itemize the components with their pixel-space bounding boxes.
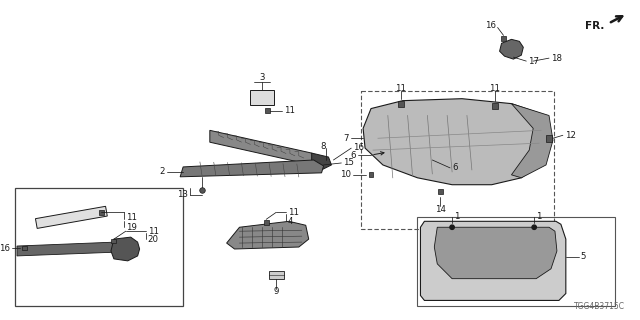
Polygon shape bbox=[435, 227, 557, 279]
Text: 16: 16 bbox=[0, 244, 10, 252]
Text: 17: 17 bbox=[528, 57, 540, 66]
Polygon shape bbox=[99, 210, 104, 215]
Text: 16: 16 bbox=[484, 21, 495, 30]
Text: 16: 16 bbox=[353, 143, 364, 152]
Polygon shape bbox=[210, 130, 319, 165]
Text: 1: 1 bbox=[454, 212, 460, 221]
Text: 19: 19 bbox=[126, 223, 136, 232]
Polygon shape bbox=[397, 101, 404, 107]
Polygon shape bbox=[180, 160, 324, 177]
Polygon shape bbox=[35, 206, 108, 228]
Polygon shape bbox=[438, 189, 443, 194]
Polygon shape bbox=[546, 135, 552, 142]
Text: 12: 12 bbox=[565, 131, 576, 140]
Polygon shape bbox=[227, 221, 308, 249]
Text: 6: 6 bbox=[351, 150, 356, 160]
Polygon shape bbox=[111, 239, 116, 243]
Text: 8: 8 bbox=[321, 142, 326, 151]
Polygon shape bbox=[363, 99, 551, 185]
Text: 15: 15 bbox=[343, 158, 355, 167]
Circle shape bbox=[450, 225, 454, 229]
Polygon shape bbox=[22, 245, 28, 251]
Text: 20: 20 bbox=[147, 235, 159, 244]
Text: 7: 7 bbox=[344, 134, 349, 143]
Text: 11: 11 bbox=[284, 106, 295, 115]
Text: 5: 5 bbox=[580, 252, 586, 261]
Polygon shape bbox=[420, 221, 566, 300]
Polygon shape bbox=[369, 172, 374, 177]
Bar bbox=[250, 90, 274, 105]
Text: 10: 10 bbox=[340, 170, 351, 179]
Polygon shape bbox=[492, 103, 497, 108]
Text: 6: 6 bbox=[452, 164, 458, 172]
Bar bbox=[361, 91, 554, 229]
Polygon shape bbox=[111, 237, 140, 261]
Text: 11: 11 bbox=[126, 213, 137, 222]
Text: 9: 9 bbox=[273, 287, 279, 296]
Bar bbox=[15, 188, 183, 306]
Text: 11: 11 bbox=[147, 227, 159, 236]
Bar bbox=[417, 217, 615, 306]
Polygon shape bbox=[500, 39, 524, 59]
Text: 13: 13 bbox=[177, 190, 188, 199]
Polygon shape bbox=[511, 104, 553, 178]
Polygon shape bbox=[312, 153, 332, 170]
Circle shape bbox=[532, 225, 536, 229]
Polygon shape bbox=[269, 271, 284, 279]
Polygon shape bbox=[501, 36, 506, 41]
Text: 14: 14 bbox=[435, 205, 445, 214]
Polygon shape bbox=[265, 108, 269, 113]
Text: 18: 18 bbox=[551, 54, 562, 63]
Text: 1: 1 bbox=[536, 212, 541, 221]
Text: 2: 2 bbox=[160, 167, 165, 176]
Polygon shape bbox=[17, 242, 121, 256]
Text: 3: 3 bbox=[259, 73, 265, 83]
Polygon shape bbox=[264, 220, 269, 225]
Text: FR.: FR. bbox=[585, 20, 604, 30]
Text: 11: 11 bbox=[489, 84, 500, 93]
Text: TGG4B3715C: TGG4B3715C bbox=[574, 302, 625, 311]
Text: 11: 11 bbox=[395, 84, 406, 93]
Text: 11: 11 bbox=[288, 208, 299, 217]
Text: 4: 4 bbox=[288, 217, 294, 226]
